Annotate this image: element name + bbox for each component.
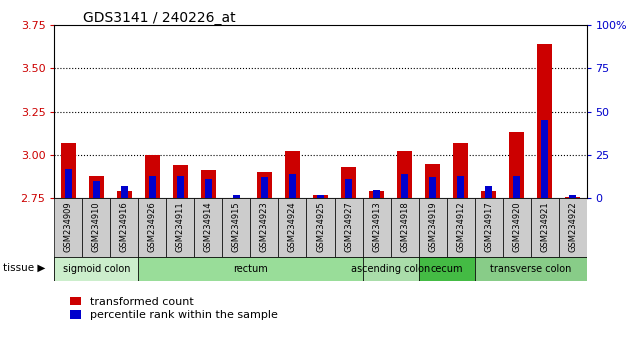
Text: GSM234914: GSM234914	[204, 201, 213, 252]
FancyBboxPatch shape	[474, 198, 503, 257]
Text: GSM234912: GSM234912	[456, 201, 465, 252]
Text: GSM234919: GSM234919	[428, 201, 437, 252]
FancyBboxPatch shape	[167, 198, 194, 257]
Bar	[93, 181, 100, 198]
FancyBboxPatch shape	[419, 257, 474, 281]
Text: GSM234910: GSM234910	[92, 201, 101, 252]
Text: GSM234922: GSM234922	[568, 201, 577, 252]
Text: rectum: rectum	[233, 264, 268, 274]
Bar	[341, 167, 356, 198]
Bar	[425, 164, 440, 198]
Text: GSM234918: GSM234918	[400, 201, 409, 252]
Text: GSM234917: GSM234917	[484, 201, 493, 252]
Text: GSM234921: GSM234921	[540, 201, 549, 252]
Text: tissue ▶: tissue ▶	[3, 263, 46, 273]
FancyBboxPatch shape	[531, 198, 558, 257]
Bar	[457, 176, 464, 198]
Bar	[565, 196, 580, 198]
FancyBboxPatch shape	[503, 198, 531, 257]
FancyBboxPatch shape	[363, 198, 390, 257]
Bar	[509, 132, 524, 198]
FancyBboxPatch shape	[83, 198, 110, 257]
Bar	[233, 195, 240, 198]
Text: GSM234909: GSM234909	[64, 201, 73, 252]
Bar	[397, 152, 412, 198]
Bar	[205, 179, 212, 198]
Bar	[369, 191, 384, 198]
Text: transverse colon: transverse colon	[490, 264, 571, 274]
Text: GSM234915: GSM234915	[232, 201, 241, 252]
Bar	[145, 155, 160, 198]
Text: GSM234911: GSM234911	[176, 201, 185, 252]
Text: GSM234923: GSM234923	[260, 201, 269, 252]
Text: GSM234927: GSM234927	[344, 201, 353, 252]
Bar	[485, 186, 492, 198]
Text: GSM234926: GSM234926	[148, 201, 157, 252]
FancyBboxPatch shape	[419, 198, 447, 257]
Text: GSM234925: GSM234925	[316, 201, 325, 252]
Text: GSM234924: GSM234924	[288, 201, 297, 252]
Text: ascending colon: ascending colon	[351, 264, 430, 274]
Text: sigmoid colon: sigmoid colon	[63, 264, 130, 274]
FancyBboxPatch shape	[54, 198, 83, 257]
Bar	[149, 176, 156, 198]
FancyBboxPatch shape	[222, 198, 251, 257]
Bar	[345, 179, 352, 198]
Legend: transformed count, percentile rank within the sample: transformed count, percentile rank withi…	[70, 297, 278, 320]
Bar	[177, 176, 184, 198]
Bar	[541, 120, 548, 198]
Bar	[261, 177, 268, 198]
Bar	[513, 176, 520, 198]
Bar	[481, 191, 496, 198]
Bar	[317, 195, 324, 198]
Bar	[373, 190, 380, 198]
Text: GDS3141 / 240226_at: GDS3141 / 240226_at	[83, 11, 236, 25]
Bar	[257, 172, 272, 198]
Text: GSM234920: GSM234920	[512, 201, 521, 252]
FancyBboxPatch shape	[306, 198, 335, 257]
FancyBboxPatch shape	[363, 257, 419, 281]
Bar	[285, 152, 300, 198]
FancyBboxPatch shape	[54, 257, 138, 281]
Text: cecum: cecum	[430, 264, 463, 274]
FancyBboxPatch shape	[278, 198, 306, 257]
FancyBboxPatch shape	[558, 198, 587, 257]
FancyBboxPatch shape	[251, 198, 278, 257]
Bar	[121, 186, 128, 198]
Bar	[117, 191, 132, 198]
Bar	[65, 169, 72, 198]
FancyBboxPatch shape	[194, 198, 222, 257]
Bar	[429, 177, 436, 198]
Bar	[313, 195, 328, 198]
Text: GSM234916: GSM234916	[120, 201, 129, 252]
Bar	[453, 143, 468, 198]
FancyBboxPatch shape	[474, 257, 587, 281]
Text: GSM234913: GSM234913	[372, 201, 381, 252]
FancyBboxPatch shape	[447, 198, 474, 257]
FancyBboxPatch shape	[138, 198, 167, 257]
FancyBboxPatch shape	[110, 198, 138, 257]
FancyBboxPatch shape	[390, 198, 419, 257]
Bar	[89, 176, 104, 198]
Bar	[401, 174, 408, 198]
FancyBboxPatch shape	[335, 198, 363, 257]
Bar	[569, 195, 576, 198]
Bar	[61, 143, 76, 198]
FancyBboxPatch shape	[138, 257, 363, 281]
Bar	[173, 165, 188, 198]
Bar	[289, 174, 296, 198]
Bar	[201, 171, 216, 198]
Bar	[537, 44, 552, 198]
